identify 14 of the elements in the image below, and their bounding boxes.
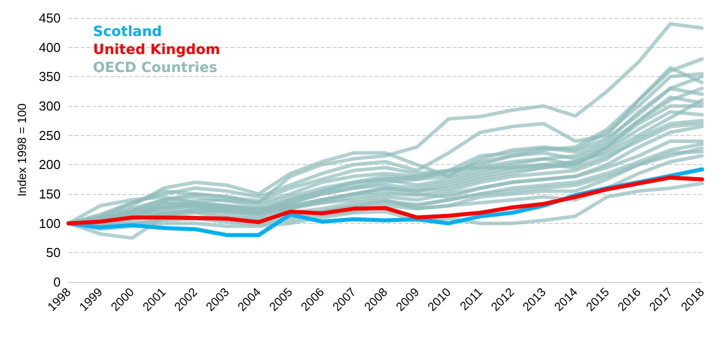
- y-tick-label: 450: [38, 10, 61, 26]
- y-tick-label: 250: [38, 128, 61, 143]
- y-tick-label: 350: [38, 69, 61, 84]
- y-tick-label: 300: [38, 98, 61, 114]
- y-tick-label: 150: [38, 186, 61, 202]
- y-tick-label: 50: [46, 245, 61, 260]
- text: United Kingdom: [93, 42, 220, 58]
- y-axis-title: Index 1998 = 100: [15, 103, 29, 197]
- y-tick-label: 0: [53, 274, 61, 290]
- y-tick-label: 100: [38, 216, 61, 231]
- text: OECD Countries: [93, 60, 218, 76]
- y-tick-label: 200: [38, 157, 61, 172]
- y-tick-label: 400: [38, 40, 61, 55]
- text: Scotland: [93, 24, 162, 40]
